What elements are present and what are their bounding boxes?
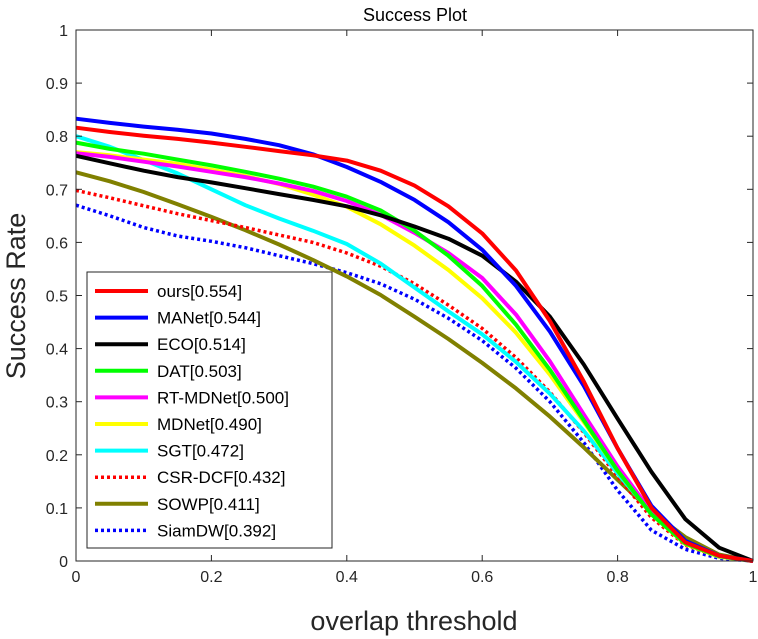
series-line bbox=[75, 188, 754, 563]
y-tick-label: 0.1 bbox=[46, 501, 68, 518]
y-tick-label: 0.3 bbox=[46, 395, 68, 412]
y-tick-label: 0.4 bbox=[46, 342, 68, 359]
legend-entry-label: SiamDW[0.392] bbox=[157, 521, 276, 540]
legend-entry-label: RT-MDNet[0.500] bbox=[157, 388, 289, 407]
y-tick-label: 0.9 bbox=[46, 76, 68, 93]
series-layer bbox=[75, 116, 754, 563]
legend-entry-label: ECO[0.514] bbox=[157, 335, 246, 354]
y-tick-label: 0.8 bbox=[46, 129, 68, 146]
chart-title: Success Plot bbox=[363, 5, 467, 25]
y-tick-label: 0 bbox=[59, 554, 68, 571]
tick-layer: 0 0.2 0.4 0.6 0.8 1 0 0.1 0.2 0.3 0.4 0.5 0.6 0.7 0.8 0… bbox=[46, 23, 758, 586]
legend-entry-label: MDNet[0.490] bbox=[157, 415, 262, 434]
legend-entry-label: SGT[0.472] bbox=[157, 442, 244, 461]
series-line bbox=[75, 125, 754, 563]
x-tick-label: 0 bbox=[72, 569, 81, 586]
series-line bbox=[75, 153, 754, 563]
x-tick-label: 0.8 bbox=[606, 569, 628, 586]
y-tick-label: 0.6 bbox=[46, 235, 68, 252]
x-axis-label: overlap threshold bbox=[310, 606, 517, 636]
series-line bbox=[75, 140, 754, 563]
legend: ours[0.554] MANet[0.544] ECO[0.514] DAT[0.5… bbox=[86, 271, 333, 549]
y-tick-label: 0.2 bbox=[46, 448, 68, 465]
y-axis-label: Success Rate bbox=[1, 213, 31, 380]
y-tick-label: 0.7 bbox=[46, 182, 68, 199]
legend-entry-label: SOWP[0.411] bbox=[157, 495, 260, 514]
legend-entry-label: ours[0.554] bbox=[157, 282, 242, 301]
x-tick-label: 1 bbox=[749, 569, 758, 586]
y-tick-label: 0.5 bbox=[46, 289, 68, 306]
legend-entry-label: DAT[0.503] bbox=[157, 362, 242, 381]
x-tick-label: 0.6 bbox=[471, 569, 493, 586]
x-tick-label: 0.2 bbox=[200, 569, 222, 586]
y-tick-label: 1 bbox=[59, 23, 68, 40]
x-tick-label: 0.4 bbox=[336, 569, 358, 586]
legend-entry-label: CSR-DCF[0.432] bbox=[157, 468, 285, 487]
legend-entry-label: MANet[0.544] bbox=[157, 309, 261, 328]
